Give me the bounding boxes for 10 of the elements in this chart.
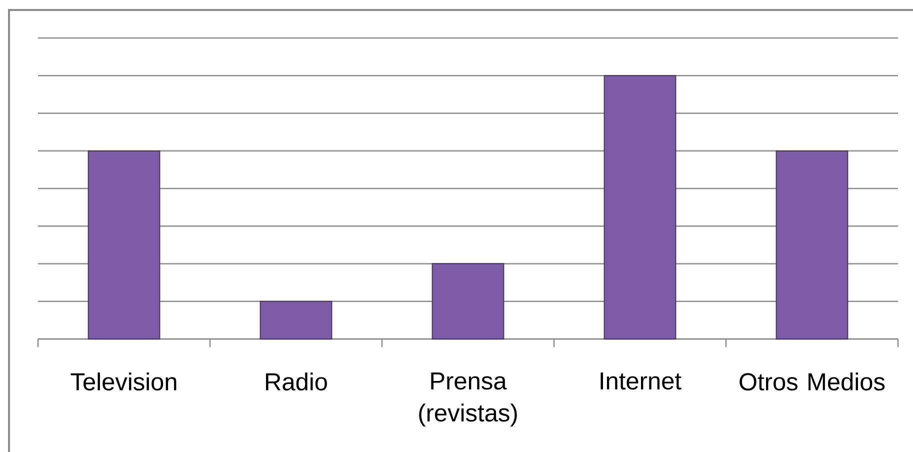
bar xyxy=(88,150,160,340)
x-tick-label: Television xyxy=(70,372,176,391)
x-tick-label: Radio xyxy=(266,372,327,391)
bar xyxy=(260,300,332,340)
x-tick-label: Internet xyxy=(600,372,682,390)
bar xyxy=(604,75,676,340)
x-tick-label: Otros Medios xyxy=(740,372,885,391)
x-tick-label: Prensa (revistas) xyxy=(419,372,517,426)
bar xyxy=(432,263,504,340)
bar xyxy=(776,150,848,340)
